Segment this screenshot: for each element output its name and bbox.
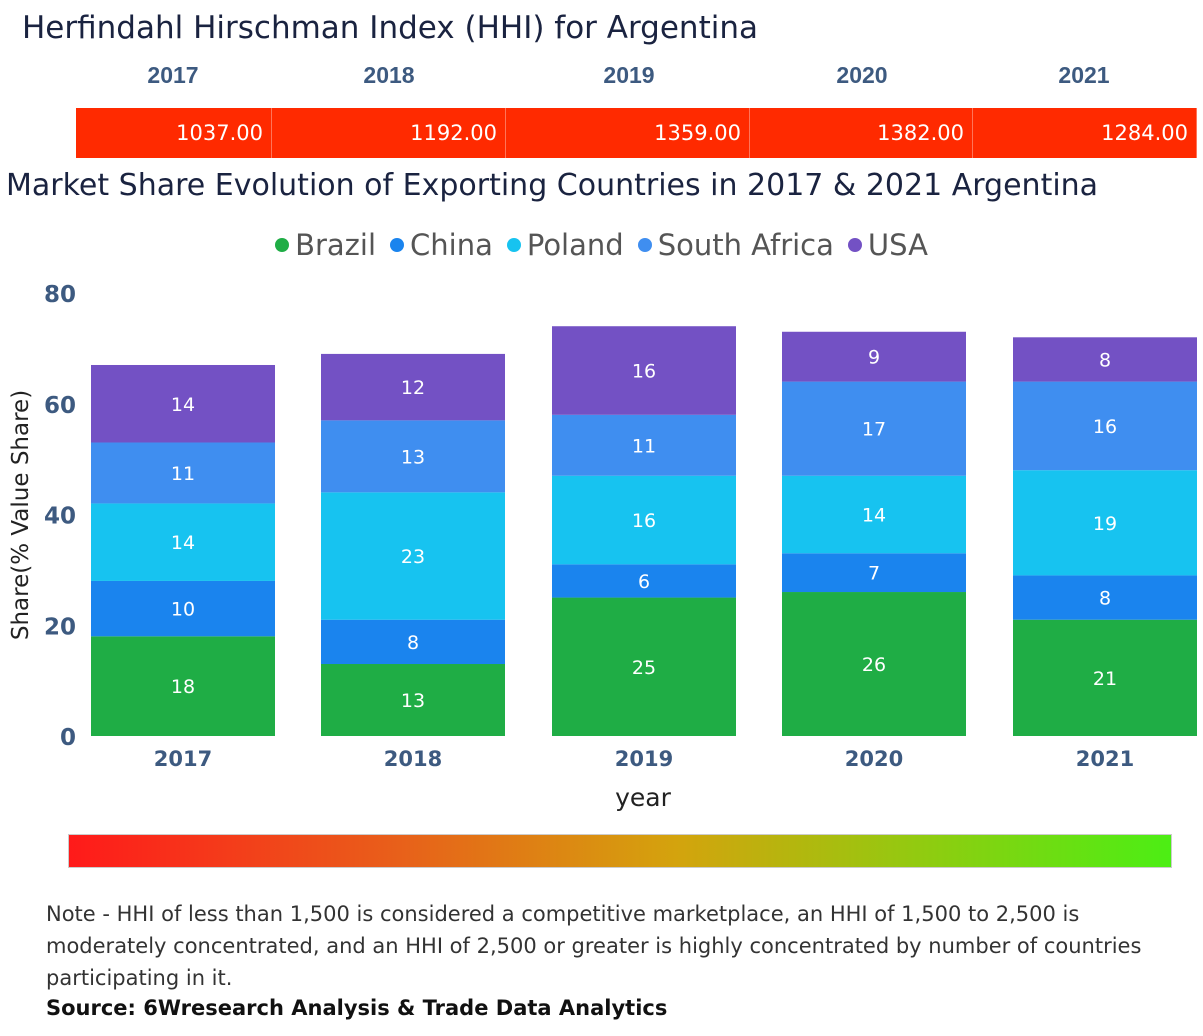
bar-segment-china-2019	[552, 564, 736, 598]
bar-data-label: 16	[632, 361, 656, 383]
bar-data-label: 21	[1093, 668, 1117, 690]
bar-segment-china-2017	[91, 580, 275, 637]
y-tick-label: 60	[44, 393, 76, 419]
bar-data-label: 17	[862, 419, 886, 441]
bar-data-label: 26	[862, 654, 886, 676]
bar-segment-china-2021	[1013, 575, 1197, 620]
bar-segment-south-africa-2018	[321, 420, 505, 493]
legend-swatch	[506, 238, 521, 252]
hhi-year-2019: 2019	[603, 62, 655, 88]
bar-segment-brazil-2017	[91, 636, 275, 736]
stacked-bar-chart: 0 20 40 60 80 Share(% Value Share) 18 10 14 11 14 2…	[8, 282, 1197, 812]
bar-segment-south-africa-2021	[1013, 381, 1197, 471]
x-tick-label: 2021	[1076, 747, 1134, 771]
legend-label: Brazil	[295, 228, 377, 262]
hhi-color-scale	[68, 834, 1172, 868]
hhi-year-2018: 2018	[363, 62, 415, 88]
bar-data-label: 14	[171, 532, 195, 554]
bar-data-label: 8	[1099, 349, 1111, 371]
bar-segment-brazil-2021	[1013, 619, 1197, 736]
y-axis-title: Share(% Value Share)	[8, 390, 34, 640]
y-tick-label: 20	[44, 614, 76, 640]
note-text: Note - HHI of less than 1,500 is conside…	[46, 902, 1142, 990]
legend-item-brazil: Brazil	[275, 228, 376, 262]
hhi-value-bar: 1037.00 1192.00 1359.00 1382.00 1284.00	[76, 108, 1197, 158]
bar-segment-usa-2021	[1013, 337, 1197, 382]
bar-segment-south-africa-2017	[91, 442, 275, 504]
bar-segment-usa-2017	[91, 364, 275, 443]
bar-segment-china-2020	[782, 553, 966, 593]
bar-data-label: 18	[171, 676, 195, 698]
bar-data-label: 14	[171, 394, 195, 416]
bar-data-label: 19	[1093, 513, 1117, 535]
bar-segment-brazil-2020	[782, 592, 966, 736]
hhi-value-2020: 1382.00	[750, 108, 973, 158]
x-axis-title: year	[615, 783, 671, 812]
bar-data-label: 8	[1099, 588, 1111, 610]
bar-data-label: 11	[171, 463, 195, 485]
chart-title: Market Share Evolution of Exporting Coun…	[6, 168, 1099, 203]
bar-data-label: 8	[407, 632, 419, 654]
hhi-year-2021: 2021	[1058, 62, 1110, 88]
bar-segment-usa-2018	[321, 353, 505, 421]
bar-segment-brazil-2018	[321, 664, 505, 736]
source-text: Source: 6Wresearch Analysis & Trade Data…	[46, 996, 668, 1020]
legend-swatch	[390, 238, 405, 252]
bar-data-label: 12	[401, 377, 425, 399]
legend-swatch	[275, 238, 290, 252]
hhi-year-2020: 2020	[836, 62, 888, 88]
bar-data-label: 7	[868, 563, 880, 585]
legend-label: China	[410, 228, 493, 262]
bar-segment-brazil-2019	[552, 597, 736, 736]
bar-data-label: 25	[632, 657, 656, 679]
legend-label: Poland	[526, 228, 624, 262]
bar-data-label: 16	[632, 510, 656, 532]
bar-segment-usa-2020	[782, 331, 966, 382]
hhi-title: Herfindahl Hirschman Index (HHI) for Arg…	[22, 10, 758, 46]
bar-data-label: 14	[862, 505, 886, 527]
legend-item-south-africa: South Africa	[637, 228, 834, 262]
legend-item-usa: USA	[847, 228, 928, 262]
bar-segment-usa-2019	[552, 326, 736, 415]
hhi-value-2018: 1192.00	[272, 108, 506, 158]
bar-data-label: 16	[1093, 416, 1117, 438]
legend-swatch	[637, 238, 652, 252]
legend-swatch	[847, 238, 862, 252]
bar-segment-poland-2021	[1013, 470, 1197, 576]
bar-data-label: 6	[638, 571, 650, 593]
x-tick-label: 2017	[154, 747, 212, 771]
y-tick-label: 40	[44, 504, 76, 530]
y-tick-label: 80	[44, 282, 76, 308]
bar-segment-poland-2020	[782, 475, 966, 554]
bar-segment-poland-2017	[91, 503, 275, 581]
bar-segment-south-africa-2020	[782, 381, 966, 476]
x-tick-label: 2020	[845, 747, 903, 771]
hhi-value-2021: 1284.00	[973, 108, 1197, 158]
bar-data-label: 9	[868, 347, 880, 369]
bar-data-label: 13	[401, 446, 425, 468]
bar-segment-poland-2018	[321, 492, 505, 620]
legend-label: South Africa	[657, 228, 834, 262]
hhi-year-2017: 2017	[147, 62, 199, 88]
chart-legend: Brazil China Poland South Africa USA	[0, 228, 1203, 262]
x-tick-label: 2018	[384, 747, 442, 771]
bar-segment-china-2018	[321, 619, 505, 665]
legend-item-poland: Poland	[506, 228, 624, 262]
legend-label: USA	[867, 228, 928, 262]
bar-segment-south-africa-2019	[552, 414, 736, 476]
legend-item-china: China	[390, 228, 493, 262]
hhi-value-2019: 1359.00	[506, 108, 750, 158]
bar-data-label: 10	[171, 599, 195, 621]
bar-segment-poland-2019	[552, 475, 736, 565]
x-tick-label: 2019	[615, 747, 673, 771]
bar-data-label: 23	[401, 546, 425, 568]
y-tick-label: 0	[60, 725, 76, 751]
bar-data-label: 13	[401, 690, 425, 712]
bar-data-label: 11	[632, 435, 656, 457]
hhi-value-2017: 1037.00	[76, 108, 272, 158]
